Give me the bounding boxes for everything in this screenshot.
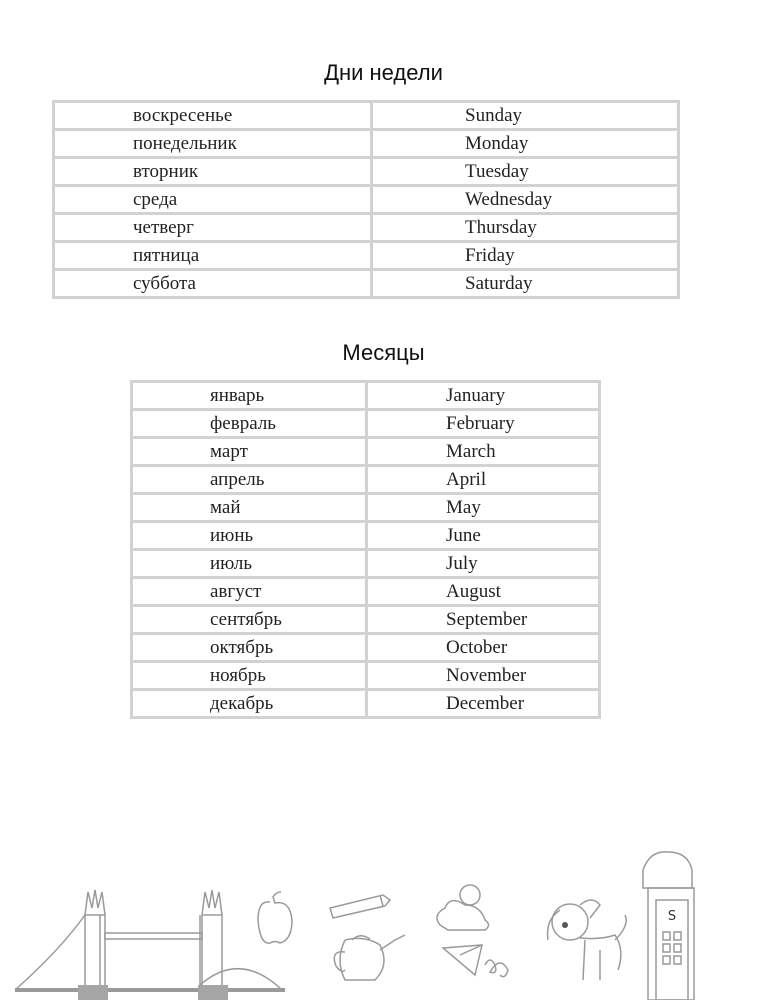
english-word-cell: August xyxy=(365,576,601,607)
table-row: сентябрь September xyxy=(130,604,601,635)
table-row: август August xyxy=(130,576,601,607)
months-table: январь January февраль February март March апр… xyxy=(130,380,601,719)
pencil-icon xyxy=(329,894,392,919)
russian-word-cell: воскресенье xyxy=(52,100,373,131)
table-row: октябрь October xyxy=(130,632,601,663)
english-word-cell: Sunday xyxy=(370,100,680,131)
table-row: воскресенье Sunday xyxy=(52,100,680,131)
table-row: пятница Friday xyxy=(52,240,680,271)
tower-bridge-icon xyxy=(14,889,285,1000)
english-word-cell: May xyxy=(365,492,601,523)
russian-word-cell: сентябрь xyxy=(130,604,368,635)
table-row: январь January xyxy=(130,380,601,411)
english-word-cell: June xyxy=(365,520,601,551)
english-word-cell: November xyxy=(365,660,601,691)
phone-box-letter: S xyxy=(668,909,676,924)
russian-word-cell: среда xyxy=(52,184,373,215)
days-table: воскресенье Sunday понедельник Monday вторни… xyxy=(52,100,680,299)
sun-cloud-icon xyxy=(436,884,490,931)
russian-word-cell: ноябрь xyxy=(130,660,368,691)
table-row: июнь June xyxy=(130,520,601,551)
russian-word-cell: август xyxy=(130,576,368,607)
table-row: понедельник Monday xyxy=(52,128,680,159)
teapot-icon xyxy=(333,934,406,981)
russian-word-cell: март xyxy=(130,436,368,467)
table-row: декабрь December xyxy=(130,688,601,719)
table-row: вторник Tuesday xyxy=(52,156,680,187)
english-word-cell: Wednesday xyxy=(370,184,680,215)
english-word-cell: October xyxy=(365,632,601,663)
phone-box-icon: S xyxy=(642,851,695,1000)
english-word-cell: February xyxy=(365,408,601,439)
apple-icon xyxy=(257,891,293,944)
paper-plane-icon xyxy=(441,944,509,978)
russian-word-cell: октябрь xyxy=(130,632,368,663)
english-word-cell: July xyxy=(365,548,601,579)
russian-word-cell: вторник xyxy=(52,156,373,187)
table-row: среда Wednesday xyxy=(52,184,680,215)
english-word-cell: December xyxy=(365,688,601,719)
table-row: март March xyxy=(130,436,601,467)
decorative-illustrations: S xyxy=(14,851,695,1000)
russian-word-cell: суббота xyxy=(52,268,373,299)
table-row: четверг Thursday xyxy=(52,212,680,243)
table-row: суббота Saturday xyxy=(52,268,680,299)
russian-word-cell: февраль xyxy=(130,408,368,439)
dog-icon xyxy=(546,899,627,981)
russian-word-cell: декабрь xyxy=(130,688,368,719)
russian-word-cell: май xyxy=(130,492,368,523)
days-title: Дни недели xyxy=(324,60,443,85)
english-word-cell: January xyxy=(365,380,601,411)
russian-word-cell: апрель xyxy=(130,464,368,495)
english-word-cell: Saturday xyxy=(370,268,680,299)
table-row: февраль February xyxy=(130,408,601,439)
russian-word-cell: январь xyxy=(130,380,368,411)
english-word-cell: Friday xyxy=(370,240,680,271)
months-title: Месяцы xyxy=(342,340,425,365)
table-row: июль July xyxy=(130,548,601,579)
english-word-cell: April xyxy=(365,464,601,495)
russian-word-cell: июнь xyxy=(130,520,368,551)
english-word-cell: Thursday xyxy=(370,212,680,243)
english-word-cell: September xyxy=(365,604,601,635)
table-row: май May xyxy=(130,492,601,523)
russian-word-cell: июль xyxy=(130,548,368,579)
table-row: апрель April xyxy=(130,464,601,495)
english-word-cell: Tuesday xyxy=(370,156,680,187)
english-word-cell: March xyxy=(365,436,601,467)
russian-word-cell: пятница xyxy=(52,240,373,271)
russian-word-cell: понедельник xyxy=(52,128,373,159)
table-row: ноябрь November xyxy=(130,660,601,691)
english-word-cell: Monday xyxy=(370,128,680,159)
russian-word-cell: четверг xyxy=(52,212,373,243)
